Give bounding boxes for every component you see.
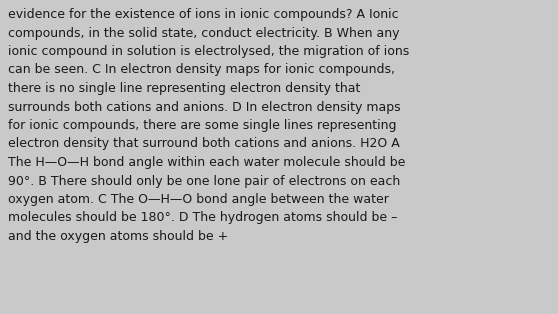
Text: evidence for the existence of ions in ionic compounds? A Ionic
compounds, in the: evidence for the existence of ions in io… <box>8 8 409 243</box>
